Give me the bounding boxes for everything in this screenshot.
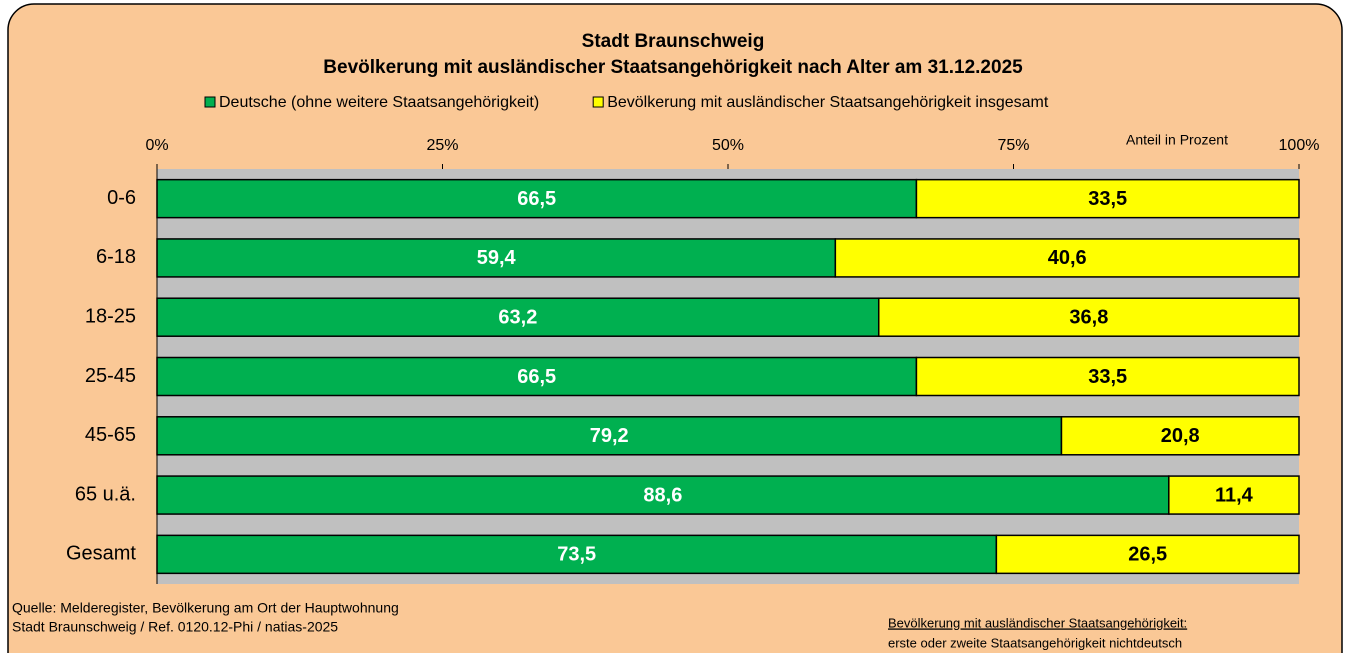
data-label: 40,6 xyxy=(1048,247,1087,269)
y-tick-label: 0-6 xyxy=(107,187,136,209)
x-tick-label: 25% xyxy=(426,137,458,154)
legend-swatch xyxy=(592,96,604,108)
bar xyxy=(877,297,1300,337)
chart-subtitle: Bevölkerung mit ausländischer Staatsange… xyxy=(323,57,1023,78)
bar xyxy=(156,534,998,575)
data-label: 88,6 xyxy=(643,484,682,506)
bar xyxy=(915,178,1300,219)
y-tick-label: 18-25 xyxy=(85,305,136,327)
data-label: 33,5 xyxy=(1088,188,1127,210)
data-label: 79,2 xyxy=(590,425,629,447)
legend-label: Deutsche (ohne weitere Staatsangehörigke… xyxy=(219,94,539,111)
bar xyxy=(1168,475,1300,515)
data-label: 59,4 xyxy=(477,247,517,269)
y-tick-label: 45-65 xyxy=(85,424,136,446)
legend-swatch xyxy=(204,96,216,108)
chart-title: Stadt Braunschweig xyxy=(582,31,765,52)
data-label: 26,5 xyxy=(1128,544,1167,566)
y-tick-label: 25-45 xyxy=(85,365,136,387)
bar xyxy=(156,297,880,337)
footnote-title: Bevölkerung mit ausländischer Staatsange… xyxy=(888,615,1187,630)
data-label: 36,8 xyxy=(1069,306,1108,328)
y-tick-label: 6-18 xyxy=(96,246,136,268)
source-note: Stadt Braunschweig / Ref. 0120.12-Phi / … xyxy=(12,619,338,635)
bar xyxy=(995,534,1300,575)
bar xyxy=(915,356,1300,397)
x-tick-label: 75% xyxy=(997,137,1029,154)
x-tick-label: 100% xyxy=(1279,137,1320,154)
data-label: 63,2 xyxy=(498,306,537,328)
axis-label: Anteil in Prozent xyxy=(1126,132,1228,148)
bar xyxy=(834,238,1300,278)
x-tick-label: 50% xyxy=(712,137,744,154)
footnote-text: erste oder zweite Staatsangehörigkeit ni… xyxy=(888,635,1182,650)
data-label: 66,5 xyxy=(517,188,556,210)
data-label: 20,8 xyxy=(1161,425,1200,447)
bar xyxy=(156,416,1063,456)
source-note: Quelle: Melderegister, Bevölkerung am Or… xyxy=(12,600,399,616)
bar xyxy=(1060,416,1300,456)
legend-label: Bevölkerung mit ausländischer Staatsange… xyxy=(607,94,1049,111)
x-tick-label: 0% xyxy=(145,137,168,154)
data-label: 11,4 xyxy=(1215,484,1254,506)
y-tick-label: 65 u.ä. xyxy=(75,483,136,505)
data-label: 66,5 xyxy=(517,366,556,388)
data-label: 33,5 xyxy=(1088,366,1127,388)
y-tick-label: Gesamt xyxy=(66,543,136,565)
data-label: 73,5 xyxy=(557,544,596,566)
bar xyxy=(156,356,918,397)
